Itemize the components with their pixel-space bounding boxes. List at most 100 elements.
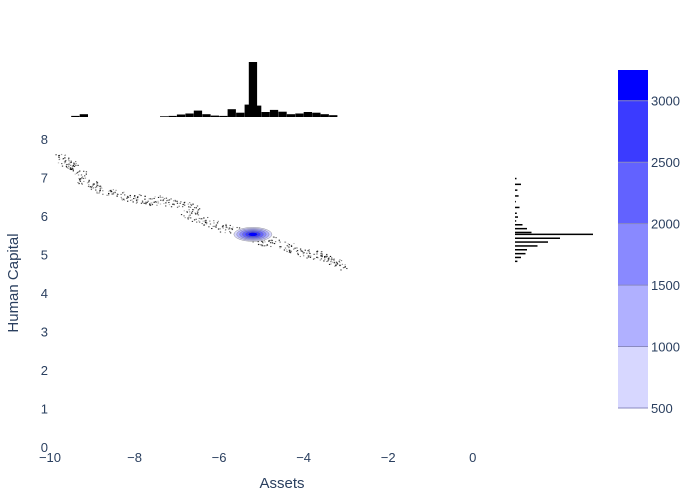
scatter-point [308,255,310,257]
scatter-point [176,206,179,208]
scatter-point [320,255,322,257]
scatter-point [135,202,138,204]
marginal-y-bar [515,220,517,222]
scatter-point [215,225,217,227]
scatter-point [110,189,112,191]
scatter-point [70,161,72,164]
scatter-point [333,258,335,260]
scatter-point [209,220,211,222]
scatter-point [71,167,74,170]
x-tick-label: −4 [296,450,311,465]
scatter-point [252,241,254,243]
scatter-point [314,258,316,260]
scatter-point [316,253,318,255]
scatter-point [96,192,98,194]
scatter-point [340,260,343,262]
scatter-point [196,221,198,223]
scatter-point [165,197,168,199]
scatter-point [93,183,95,185]
scatter-point [278,240,280,242]
colorbar-tick-label: 500 [651,401,673,416]
marginal-x-bar [71,115,80,117]
scatter-point [90,188,93,191]
scatter-point [73,164,75,166]
scatter-point [121,198,123,200]
scatter-point [76,171,79,173]
scatter-point [96,182,98,185]
scatter-point [66,166,68,168]
scatter-point [306,252,308,254]
scatter-point [133,197,135,200]
scatter-point [64,154,66,157]
scatter-point [301,250,303,252]
scatter-point [63,160,66,163]
scatter-point [92,183,94,185]
scatter-point [176,202,179,204]
scatter-point [187,203,189,205]
scatter-point [196,205,199,207]
scatter-point [197,210,199,212]
scatter-point [196,213,199,215]
scatter-point [287,243,289,245]
scatter-point [137,196,139,198]
scatter-point [289,250,291,252]
marginal-x-bar [320,114,329,117]
scatter-point [329,255,332,258]
scatter-point [159,195,161,197]
scatter-point [70,164,72,166]
scatter-point [68,160,70,162]
scatter-point [183,204,185,206]
scatter-point [159,203,162,205]
scatter-point [168,204,171,206]
scatter-point [73,163,76,165]
scatter-point [266,244,268,246]
scatter-point [139,193,141,196]
scatter-point [153,201,156,203]
scatter-point [205,223,208,225]
scatter-point [148,198,150,200]
scatter-point [225,224,228,226]
marginal-y-bar [515,256,521,259]
scatter-point [323,260,325,262]
scatter-point [299,255,302,258]
marginal-x-bar [253,105,262,117]
scatter-point [213,220,215,222]
scatter-point [186,211,188,213]
scatter-point [327,260,329,262]
scatter-point [141,201,144,203]
scatter-point [163,198,166,200]
marginal-y-bar [515,227,527,230]
scatter-point [197,214,200,216]
scatter-point [134,195,136,197]
scatter-point [193,219,196,221]
scatter-point [331,261,334,263]
scatter-point [157,200,159,202]
scatter-point [260,240,263,242]
scatter-point [145,203,147,205]
scatter-point [127,196,130,198]
scatter-point [346,267,348,270]
scatter-point [65,165,68,167]
scatter-point [78,177,80,179]
scatter-point [184,217,186,219]
scatter-point [284,241,286,243]
scatter-point [157,202,159,204]
scatter-point [58,159,60,161]
scatter-point [341,263,344,265]
scatter-point [100,186,102,188]
scatter-point [333,262,335,264]
scatter-point [257,241,259,243]
scatter-point [321,256,323,258]
scatter-point [129,196,132,198]
scatter-point [228,227,231,229]
scatter-point [81,183,83,185]
marginal-x-bar [312,112,321,117]
scatter-point [299,248,302,250]
scatter-point [174,200,177,202]
scatter-point [312,258,315,260]
marginal-y-bar [515,249,527,251]
y-tick-label: 4 [41,286,48,301]
scatter-point [96,184,98,186]
scatter-point [307,256,310,258]
scatter-point [168,199,171,201]
